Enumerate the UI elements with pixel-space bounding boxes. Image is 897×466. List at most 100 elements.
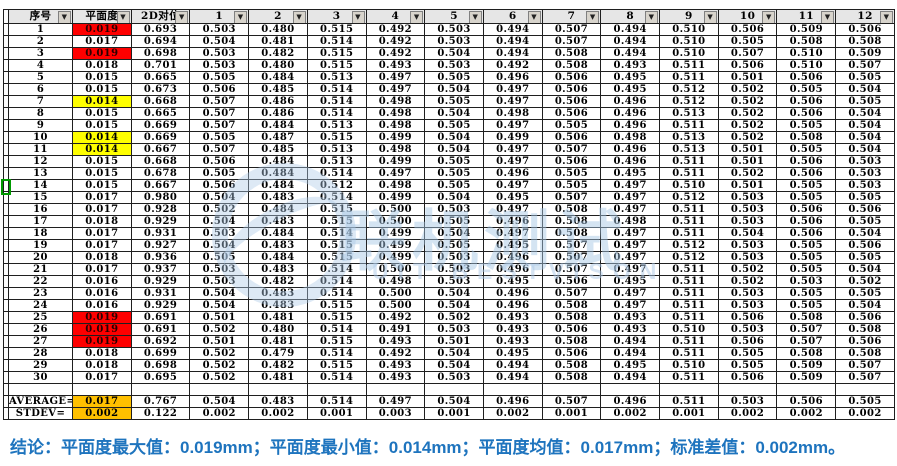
flatness-cell[interactable]: 0.015: [72, 179, 132, 192]
value-cell[interactable]: 0.502: [717, 119, 778, 132]
value-cell[interactable]: 0.506: [541, 71, 602, 84]
flatness-cell[interactable]: 0.017: [72, 371, 132, 384]
value-cell[interactable]: 0.498: [365, 107, 426, 120]
value-cell[interactable]: 0.504: [189, 35, 250, 48]
value-cell[interactable]: 0.506: [835, 239, 895, 252]
empty-cell[interactable]: [600, 383, 661, 396]
value-cell[interactable]: 0.505: [835, 95, 895, 108]
value-cell[interactable]: 0.499: [365, 227, 426, 240]
value-cell[interactable]: 0.691: [130, 311, 191, 324]
value-cell[interactable]: 0.495: [600, 275, 661, 288]
value-cell[interactable]: 0.503: [835, 167, 895, 180]
value-cell[interactable]: 0.483: [248, 239, 308, 252]
value-cell[interactable]: 0.502: [717, 275, 778, 288]
value-cell[interactable]: 0.508: [541, 227, 602, 240]
value-cell[interactable]: 0.505: [835, 191, 895, 204]
value-cell[interactable]: 0.002: [600, 407, 661, 420]
value-cell[interactable]: 0.501: [717, 143, 778, 156]
value-cell[interactable]: 0.515: [306, 59, 367, 72]
value-cell[interactable]: 0.506: [717, 23, 778, 36]
value-cell[interactable]: 0.503: [776, 275, 837, 288]
value-cell[interactable]: 0.506: [541, 131, 602, 144]
value-cell[interactable]: 0.482: [248, 47, 308, 60]
value-cell[interactable]: 0.500: [365, 203, 426, 216]
value-cell[interactable]: 0.513: [306, 119, 367, 132]
value-cell[interactable]: 0.499: [365, 131, 426, 144]
value-cell[interactable]: 0.509: [776, 23, 837, 36]
value-cell[interactable]: 0.505: [717, 35, 778, 48]
value-cell[interactable]: 0.506: [776, 227, 837, 240]
value-cell[interactable]: 0.514: [306, 287, 367, 300]
value-cell[interactable]: 0.514: [306, 275, 367, 288]
value-cell[interactable]: 0.498: [482, 107, 543, 120]
value-cell[interactable]: 0.510: [776, 59, 837, 72]
value-cell[interactable]: 0.512: [306, 179, 367, 192]
value-cell[interactable]: 0.673: [130, 83, 191, 96]
value-cell[interactable]: 0.514: [306, 167, 367, 180]
value-cell[interactable]: 0.505: [776, 179, 837, 192]
value-cell[interactable]: 0.513: [659, 143, 719, 156]
value-cell[interactable]: 0.767: [130, 395, 191, 408]
value-cell[interactable]: 0.508: [541, 299, 602, 312]
seq-cell[interactable]: 21: [8, 263, 73, 276]
filter-dropdown-icon[interactable]: ▼: [175, 11, 189, 23]
value-cell[interactable]: 0.505: [424, 71, 484, 84]
value-cell[interactable]: 0.493: [482, 323, 543, 336]
value-cell[interactable]: 0.484: [248, 179, 308, 192]
value-cell[interactable]: 0.504: [835, 263, 895, 276]
flatness-cell[interactable]: 0.015: [72, 107, 132, 120]
empty-cell[interactable]: [248, 383, 308, 396]
value-cell[interactable]: 0.505: [776, 83, 837, 96]
value-cell[interactable]: 0.508: [541, 335, 602, 348]
value-cell[interactable]: 0.513: [306, 71, 367, 84]
seq-cell[interactable]: 28: [8, 347, 73, 360]
value-cell[interactable]: 0.498: [600, 215, 661, 228]
value-cell[interactable]: 0.481: [248, 311, 308, 324]
value-cell[interactable]: 0.505: [776, 191, 837, 204]
value-cell[interactable]: 0.497: [482, 179, 543, 192]
value-cell[interactable]: 0.505: [541, 179, 602, 192]
value-cell[interactable]: 0.504: [835, 107, 895, 120]
value-cell[interactable]: 0.508: [541, 47, 602, 60]
value-cell[interactable]: 0.495: [600, 71, 661, 84]
flatness-cell[interactable]: 0.017: [72, 395, 132, 408]
value-cell[interactable]: 0.504: [424, 143, 484, 156]
value-cell[interactable]: 0.504: [835, 131, 895, 144]
value-cell[interactable]: 0.496: [600, 95, 661, 108]
value-cell[interactable]: 0.504: [424, 359, 484, 372]
value-cell[interactable]: 0.505: [424, 155, 484, 168]
value-cell[interactable]: 0.507: [541, 191, 602, 204]
value-cell[interactable]: 0.494: [482, 35, 543, 48]
value-cell[interactable]: 0.504: [424, 83, 484, 96]
value-cell[interactable]: 0.499: [365, 155, 426, 168]
value-cell[interactable]: 0.493: [482, 335, 543, 348]
value-cell[interactable]: 0.506: [776, 155, 837, 168]
value-cell[interactable]: 0.513: [659, 107, 719, 120]
value-cell[interactable]: 0.497: [600, 239, 661, 252]
seq-cell[interactable]: 25: [8, 311, 73, 324]
value-cell[interactable]: 0.507: [541, 35, 602, 48]
value-cell[interactable]: 0.506: [776, 395, 837, 408]
value-cell[interactable]: 0.496: [482, 71, 543, 84]
value-cell[interactable]: 0.487: [248, 131, 308, 144]
filter-dropdown-icon[interactable]: ▼: [58, 11, 71, 23]
flatness-cell[interactable]: 0.017: [72, 35, 132, 48]
value-cell[interactable]: 0.695: [130, 371, 191, 384]
value-cell[interactable]: 0.505: [835, 287, 895, 300]
value-cell[interactable]: 0.503: [717, 251, 778, 264]
value-cell[interactable]: 0.001: [306, 407, 367, 420]
value-cell[interactable]: 0.481: [248, 371, 308, 384]
value-cell[interactable]: 0.505: [776, 299, 837, 312]
value-cell[interactable]: 0.501: [189, 335, 250, 348]
value-cell[interactable]: 0.506: [541, 83, 602, 96]
value-cell[interactable]: 0.498: [365, 95, 426, 108]
value-cell[interactable]: 0.512: [659, 239, 719, 252]
value-cell[interactable]: 0.503: [424, 251, 484, 264]
value-cell[interactable]: 0.507: [541, 251, 602, 264]
seq-cell[interactable]: 22: [8, 275, 73, 288]
value-cell[interactable]: 0.492: [365, 47, 426, 60]
value-cell[interactable]: 0.506: [189, 83, 250, 96]
value-cell[interactable]: 0.511: [659, 347, 719, 360]
value-cell[interactable]: 0.497: [365, 71, 426, 84]
value-cell[interactable]: 0.497: [365, 395, 426, 408]
